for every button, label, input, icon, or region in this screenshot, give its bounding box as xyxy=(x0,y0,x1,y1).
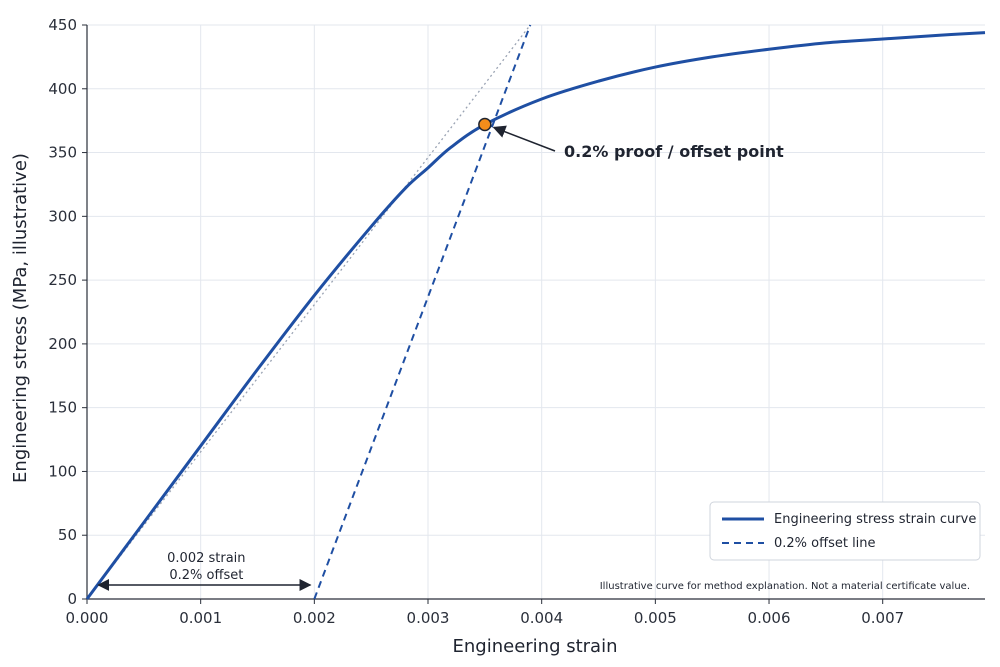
x-tick-label: 0.006 xyxy=(748,609,791,627)
offset-line xyxy=(313,24,532,600)
legend-label-curve: Engineering stress strain curve xyxy=(774,512,976,527)
elastic-extension-line xyxy=(86,24,531,600)
y-tick-label: 350 xyxy=(48,144,77,162)
proof-point-marker xyxy=(478,117,492,132)
y-tick-label: 100 xyxy=(48,462,77,480)
x-axis-title: Engineering strain xyxy=(453,636,618,657)
proof-point-arrow xyxy=(492,125,556,152)
y-tick-label: 400 xyxy=(48,80,77,98)
y-tick-label: 50 xyxy=(58,526,77,544)
y-tick-label: 200 xyxy=(48,335,77,353)
y-tick-label: 450 xyxy=(48,16,77,34)
legend: Engineering stress strain curve 0.2% off… xyxy=(709,501,981,561)
annotations: 0.2% proof / offset point 0.002 strain 0.2… xyxy=(97,117,784,591)
x-tick-label: 0.005 xyxy=(634,609,677,627)
axes: 0 50 100 150 200 250 300 350 400 450 0.000 0.001 0.0… xyxy=(48,16,985,627)
offset-label-line1: 0.002 strain xyxy=(167,551,245,566)
x-tick-label: 0.007 xyxy=(861,609,904,627)
legend-label-offset: 0.2% offset line xyxy=(774,536,876,551)
footnote: Illustrative curve for method explanatio… xyxy=(600,581,970,592)
y-tick-label: 300 xyxy=(48,207,77,225)
y-axis-title: Engineering stress (MPa, illustrative) xyxy=(10,153,31,483)
y-tick-label: 250 xyxy=(48,271,77,289)
y-tick-label: 0 xyxy=(67,590,77,608)
x-tick-label: 0.004 xyxy=(520,609,563,627)
x-tick-label: 0.000 xyxy=(66,609,109,627)
y-tick-label: 150 xyxy=(48,399,77,417)
legend-box xyxy=(709,501,981,561)
x-tick-label: 0.003 xyxy=(407,609,450,627)
stress-strain-curve xyxy=(85,31,986,600)
x-tick-label: 0.002 xyxy=(293,609,336,627)
proof-point-label: 0.2% proof / offset point xyxy=(564,142,784,161)
x-tick-label: 0.001 xyxy=(179,609,222,627)
offset-label-line2: 0.2% offset xyxy=(169,568,243,583)
series-group xyxy=(85,24,986,600)
